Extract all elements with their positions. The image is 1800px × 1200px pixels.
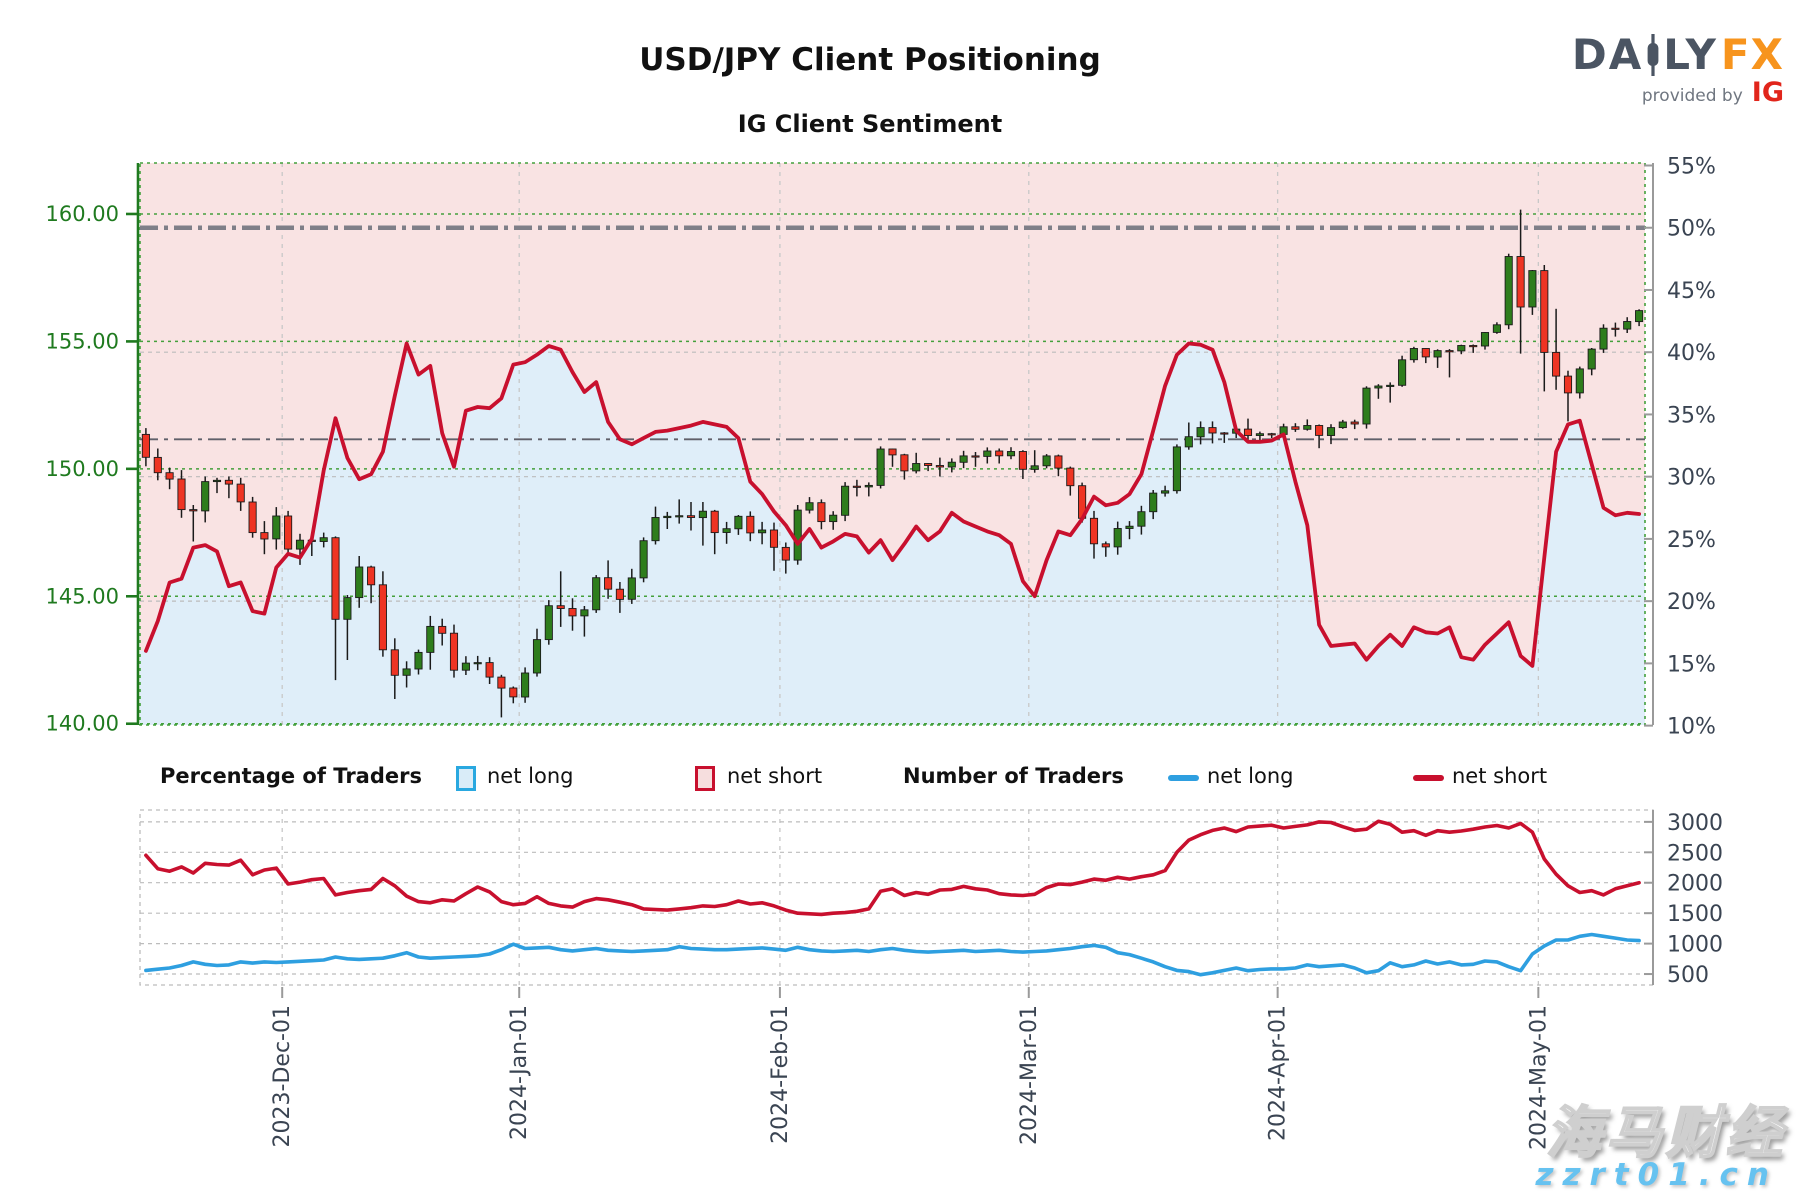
svg-text:500: 500: [1667, 963, 1709, 988]
svg-text:50%: 50%: [1667, 217, 1716, 242]
candlestick-icon: [1646, 34, 1660, 76]
legend-net-long-pct-label: net long: [487, 764, 574, 788]
x-axis-label: 2023-Dec-01: [270, 1005, 295, 1147]
logo-text-da: DA: [1571, 30, 1644, 79]
legend-net-short-dash: [1413, 775, 1444, 781]
svg-text:55%: 55%: [1667, 154, 1716, 179]
svg-text:10%: 10%: [1667, 715, 1716, 740]
candles-layer: [141, 209, 1644, 718]
svg-text:155.00: 155.00: [46, 329, 119, 353]
svg-text:2500: 2500: [1667, 841, 1723, 866]
legend-net-short-count-label: net short: [1452, 764, 1548, 788]
net-short-traders-line: [144, 819, 1641, 917]
svg-text:3000: 3000: [1667, 811, 1723, 836]
svg-text:140.00: 140.00: [46, 712, 119, 736]
net-long-traders-line: [144, 932, 1641, 977]
svg-text:145.00: 145.00: [46, 584, 119, 608]
svg-text:30%: 30%: [1667, 466, 1716, 491]
x-axis-label: 2024-Mar-01: [1017, 1005, 1042, 1145]
dailyfx-wordmark: DA LY FX: [1572, 34, 1784, 76]
ig-logo: IG: [1751, 77, 1784, 108]
svg-text:15%: 15%: [1667, 652, 1716, 677]
watermark-text: 海马财经: [1545, 1100, 1786, 1167]
logo-text-ly: LY: [1663, 30, 1718, 79]
x-axis-label: 2024-Jan-01: [507, 1005, 532, 1140]
svg-text:2000: 2000: [1667, 872, 1723, 897]
svg-text:1500: 1500: [1667, 902, 1723, 927]
svg-text:1000: 1000: [1667, 933, 1723, 958]
svg-text:35%: 35%: [1667, 403, 1716, 428]
net-long-pct-line: [143, 341, 1641, 668]
page-title: USD/JPY Client Positioning: [639, 42, 1101, 78]
legend-net-long-count-label: net long: [1207, 764, 1294, 788]
svg-text:25%: 25%: [1667, 528, 1716, 553]
svg-text:160.00: 160.00: [46, 202, 119, 226]
legend-net-short-box: [695, 766, 715, 791]
legend-number-title: Number of Traders: [903, 764, 1124, 788]
provided-by-text: provided by: [1641, 86, 1743, 106]
legend-net-short-pct-label: net short: [727, 764, 823, 788]
svg-text:45%: 45%: [1667, 279, 1716, 304]
x-axis-label: 2024-Apr-01: [1266, 1005, 1291, 1141]
legend-net-long-dash: [1168, 775, 1199, 781]
svg-text:150.00: 150.00: [46, 457, 119, 481]
legend-percentage-title: Percentage of Traders: [160, 764, 422, 788]
svg-text:40%: 40%: [1667, 341, 1716, 366]
svg-text:20%: 20%: [1667, 590, 1716, 615]
x-axis-label: 2024-May-01: [1526, 1005, 1551, 1150]
dailyfx-logo: DA LY FX provided by IG: [1572, 34, 1784, 108]
x-axis-label: 2024-Feb-01: [768, 1005, 793, 1144]
chart-title: IG Client Sentiment: [737, 110, 1003, 138]
logo-text-fx: FX: [1720, 30, 1784, 79]
legend-net-long-box: [456, 766, 476, 791]
watermark-url: zzrt01.cn: [1535, 1157, 1778, 1193]
